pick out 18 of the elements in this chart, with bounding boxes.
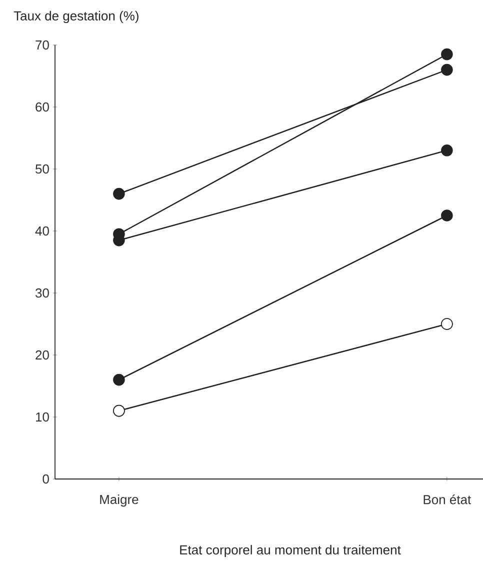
point — [441, 64, 453, 76]
y-tick-label: 40 — [35, 226, 49, 236]
point — [113, 374, 125, 386]
x-tick-label: Bon état — [424, 494, 472, 504]
y-tick-label: 30 — [36, 288, 49, 298]
point — [441, 144, 453, 156]
y-tick-label: 0 — [42, 474, 49, 484]
point — [113, 188, 125, 200]
x-axis-title: Etat corporel au moment du traitement — [180, 544, 401, 558]
y-axis-title: Taux de gestation (%) — [14, 10, 138, 24]
x-tick-label: Maigre — [100, 494, 138, 507]
y-tick-label: 10 — [36, 412, 49, 422]
point — [441, 48, 453, 60]
y-tick-label: 70 — [36, 40, 49, 50]
y-tick-label: 20 — [36, 350, 49, 360]
y-tick-label: 50 — [36, 164, 49, 174]
point — [441, 210, 453, 222]
y-tick-label: 60 — [36, 102, 49, 112]
